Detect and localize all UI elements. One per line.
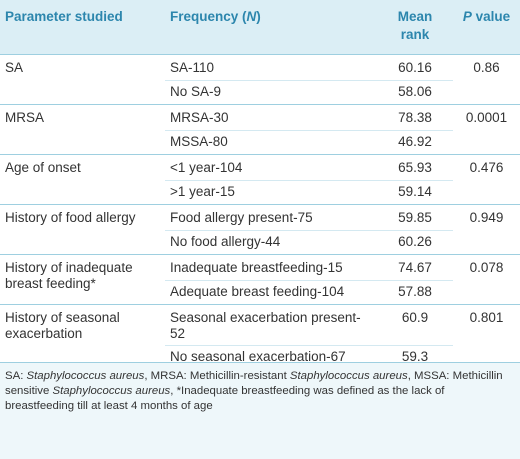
header-text: ) [256, 9, 261, 24]
header-text: Frequency ( [170, 9, 247, 24]
p-value-cell: 0.0001 [453, 104, 520, 155]
table-row: No SA-9 58.06 [0, 80, 520, 105]
table-row: History of food allergy Food allergy pres… [0, 204, 520, 255]
p-value-cell: 0.949 [453, 204, 520, 255]
mean-rank-cell: 59.14 [377, 180, 453, 205]
mean-rank-cell: 60.26 [377, 230, 453, 255]
header-cell: Mean rank [377, 0, 453, 55]
table-row: MRSA MRSA-30 78.38 0.0001 [0, 104, 520, 155]
parameter-cell: MRSA [0, 104, 165, 155]
frequency-cell: No SA-9 [165, 80, 377, 105]
table-row: Age of onset <1 year-104 65.93 0.476 [0, 154, 520, 205]
table-row: No food allergy-44 60.26 [0, 230, 520, 255]
frequency-cell: No food allergy-44 [165, 230, 377, 255]
table-row: Adequate breast feeding-104 57.88 [0, 280, 520, 305]
mean-rank-cell: 58.06 [377, 80, 453, 105]
mean-rank-cell: 74.67 [377, 254, 453, 281]
table-row: SA SA-110 60.16 0.86 [0, 54, 520, 105]
footnote: SA: Staphylococcus aureus, MRSA: Methici… [0, 362, 520, 459]
header-text: Parameter studied [5, 9, 123, 24]
parameter-cell: SA [0, 54, 165, 105]
mean-rank-cell: 60.9 [377, 304, 453, 346]
p-value-cell: 0.476 [453, 154, 520, 205]
header-text: P [462, 9, 472, 24]
footnote-text: , MSSA: Methicillin sensitive [5, 370, 503, 397]
table-row: >1 year-15 59.14 [0, 180, 520, 205]
frequency-cell: >1 year-15 [165, 180, 377, 205]
header-text: value [471, 9, 511, 24]
frequency-cell: Seasonal exacerbation present-52 [165, 304, 377, 346]
footnote-text: SA: [5, 370, 27, 382]
footnote-text: Staphylococcus aureus [26, 370, 145, 382]
header-cell: P value [453, 0, 520, 55]
frequency-cell: Adequate breast feeding-104 [165, 280, 377, 305]
frequency-cell: SA-110 [165, 54, 377, 81]
table-row: History of seasonal exacerbation Seasonal… [0, 304, 520, 369]
p-value-cell: 0.801 [453, 304, 520, 369]
frequency-cell: Food allergy present-75 [165, 204, 377, 231]
mean-rank-cell: 46.92 [377, 130, 453, 155]
footnote-text: , *Inadequate breastfeeding was defined … [5, 385, 445, 412]
parameter-cell: History of seasonal exacerbation [0, 304, 165, 369]
header-text: N [246, 9, 257, 24]
frequency-cell: Inadequate breastfeeding-15 [165, 254, 377, 281]
header-cell: Frequency (N) [165, 0, 377, 55]
frequency-cell: MRSA-30 [165, 104, 377, 131]
parameter-cell: Age of onset [0, 154, 165, 205]
mean-rank-cell: 59.85 [377, 204, 453, 231]
results-table: Parameter studied Frequency (N) Mean rank P… [0, 0, 520, 369]
mean-rank-cell: 57.88 [377, 280, 453, 305]
mean-rank-cell: 65.93 [377, 154, 453, 181]
frequency-cell: <1 year-104 [165, 154, 377, 181]
p-value-cell: 0.078 [453, 254, 520, 305]
parameter-cell: History of food allergy [0, 204, 165, 255]
header-row: Parameter studied Frequency (N) Mean rank P… [0, 0, 520, 55]
table-row: MSSA-80 46.92 [0, 130, 520, 155]
mean-rank-cell: 78.38 [377, 104, 453, 131]
header-text: Mean rank [397, 9, 433, 42]
p-value-cell: 0.86 [453, 54, 520, 105]
table-row: History of inadequate breast feeding* Ina… [0, 254, 520, 305]
footnote-text: , MRSA: Methicillin-resistant [144, 370, 290, 382]
footnote-text: Staphylococcus aureus [289, 370, 408, 382]
header-cell: Parameter studied [0, 0, 165, 55]
parameter-cell: History of inadequate breast feeding* [0, 254, 165, 305]
frequency-cell: MSSA-80 [165, 130, 377, 155]
footnote-text: Staphylococcus aureus [52, 385, 171, 397]
mean-rank-cell: 60.16 [377, 54, 453, 81]
